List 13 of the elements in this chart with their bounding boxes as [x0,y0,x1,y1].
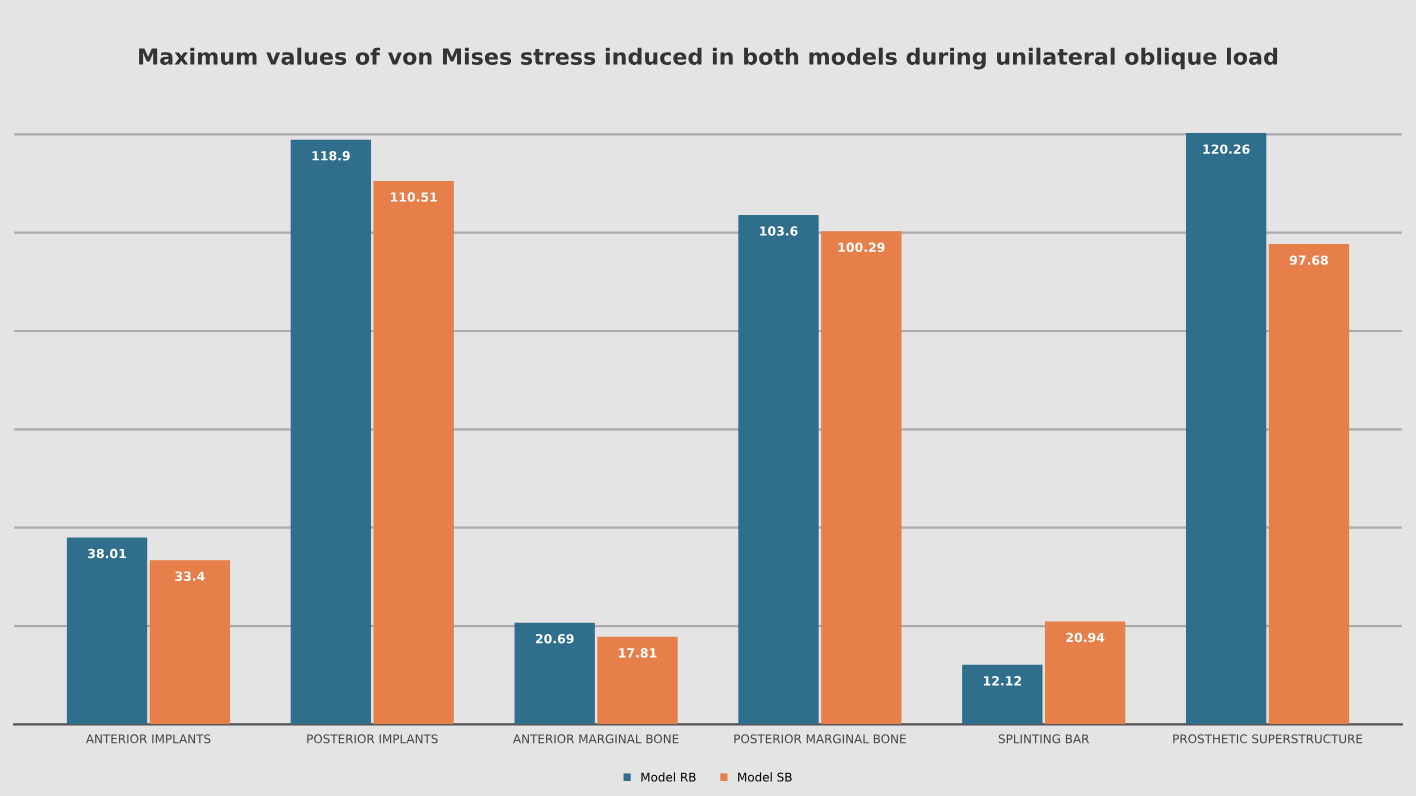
bar [290,139,372,725]
bar [821,231,902,725]
bar [514,622,595,725]
bar [149,560,231,725]
bar [66,537,148,725]
chart-title: Maximum values of von Mises stress induced in both models during unilateral oblique load [139,47,1278,70]
bar [738,214,819,725]
bar [373,180,454,725]
bar [597,636,678,725]
bar [962,664,1043,725]
bar [1185,133,1267,725]
bar [1044,621,1126,725]
bar [1268,244,1350,725]
